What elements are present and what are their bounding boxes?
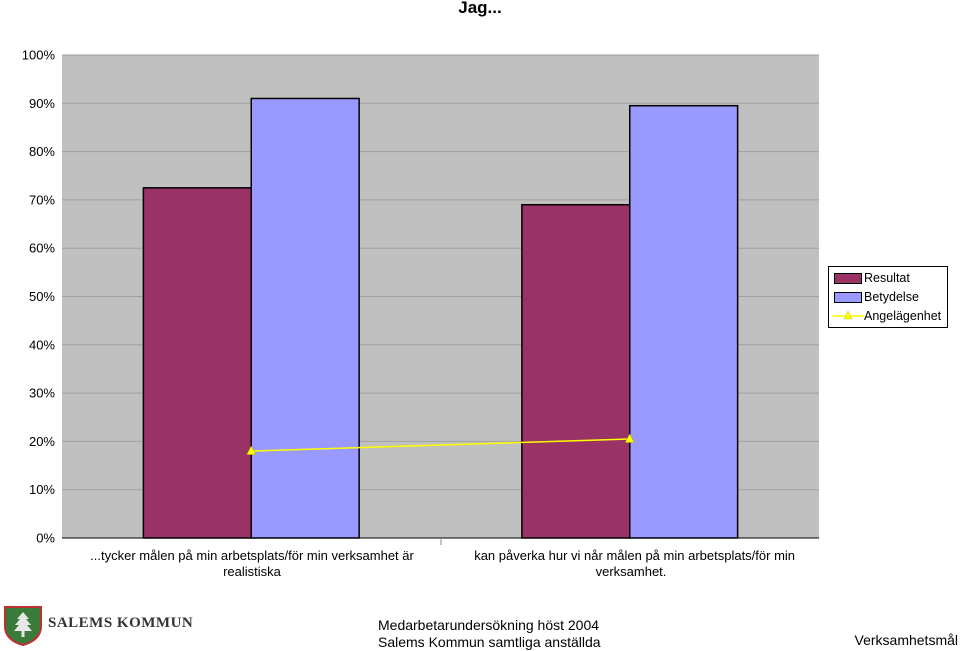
y-tick-label: 100% <box>22 48 56 63</box>
data-point-triangle <box>624 433 635 443</box>
bars <box>142 97 739 539</box>
legend-label: Angelägenhet <box>864 309 942 323</box>
footer-survey-info: Medarbetarundersökning höst 2004 Salems … <box>378 617 601 651</box>
data-point-triangle <box>246 445 257 455</box>
y-axis-ticks: 0% 10% 20% 30% 40% 50% 60% 70% 80% 90% 100% <box>22 48 56 546</box>
bar-betydelse <box>250 97 360 539</box>
salems-kommun-logo: SALEMS KOMMUN <box>2 604 202 648</box>
line-series <box>246 433 635 455</box>
y-tick-label: 30% <box>29 386 55 401</box>
x-category-label: kan påverka hur vi når målen på min arbe… <box>466 548 799 579</box>
y-tick-label: 20% <box>29 434 55 449</box>
bar-resultat <box>142 187 252 539</box>
bar-betydelse <box>629 104 739 539</box>
legend: Resultat Betydelse Angelägenhet <box>828 266 948 328</box>
chart-plot: 0% 10% 20% 30% 40% 50% 60% 70% 80% 90% 100% <box>22 48 819 546</box>
footer-survey-title: Medarbetarundersökning höst 2004 <box>378 617 600 633</box>
y-tick-label: 0% <box>36 531 55 546</box>
legend-swatch <box>834 273 862 284</box>
y-tick-label: 40% <box>29 337 55 352</box>
chart-title: Jag... <box>458 0 502 17</box>
series-line-angelagenhet <box>251 438 630 452</box>
footer-survey-scope: Salems Kommun samtliga anställda <box>378 634 601 650</box>
y-tick-label: 50% <box>29 289 55 304</box>
logo-text: SALEMS KOMMUN <box>48 615 194 631</box>
y-tick-label: 70% <box>29 192 55 207</box>
bar-resultat <box>521 203 631 539</box>
legend-label: Betydelse <box>864 290 919 304</box>
y-tick-label: 80% <box>29 144 55 159</box>
coat-of-arms-icon <box>4 606 42 647</box>
y-tick-label: 90% <box>29 96 55 111</box>
y-tick-label: 10% <box>29 482 55 497</box>
x-category-label: ...tycker målen på min arbetsplats/för m… <box>90 548 414 579</box>
footer-section-label: Verksamhetsmål <box>854 632 958 648</box>
legend-swatch <box>834 292 862 303</box>
y-tick-label: 60% <box>29 241 55 256</box>
legend-label: Resultat <box>864 271 910 285</box>
legend-line-triangle-icon <box>832 310 864 320</box>
